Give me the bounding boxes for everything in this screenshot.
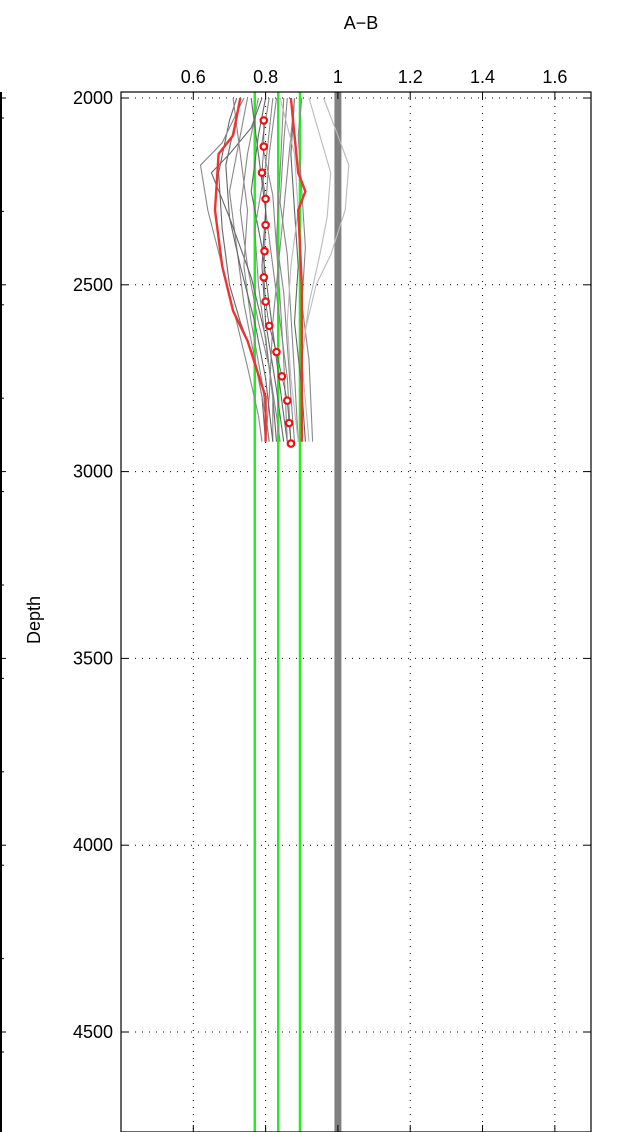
ensemble-line [279,97,299,442]
grid [121,92,591,1132]
y-tick-label: 2500 [73,275,113,295]
x-tick-label: 1.6 [542,67,567,87]
x-tick-label: 0.8 [253,67,278,87]
x-tick-label: 1 [333,67,343,87]
ensemble-line [239,97,281,442]
axis-ticks [0,92,591,1132]
data-point [257,168,267,178]
y-tick-label: 4000 [73,835,113,855]
y-axis-label: Depth [24,596,44,644]
x-tick-label: 1.2 [398,67,423,87]
ensemble-line [254,97,274,442]
bound-line [289,97,307,442]
tick-labels: 0.6 0.8 1 1.2 1.4 1.6 2000 2500 3000 3500 4000 4500 [73,67,567,1042]
ensemble-line [250,97,285,442]
plot-frame [120,91,592,1132]
data-point [272,347,281,357]
data-point [259,273,269,282]
data-point [286,439,296,448]
ensemble-line [218,97,267,442]
x-tick-label: 0.6 [181,67,206,87]
y-tick-label: 3000 [73,462,113,482]
ensemble-line [304,97,350,330]
chart-title: A−B [344,13,379,33]
data-point [259,142,269,151]
bound-lines [213,97,307,442]
data-point [284,418,294,428]
data-points [257,116,296,448]
ensemble-line [265,97,292,442]
left-panel-edge [0,92,2,1132]
y-tick-label: 4500 [73,1022,113,1042]
data-point [264,321,274,331]
data-point [260,246,269,256]
ensemble-line [225,97,274,442]
data-point [259,116,269,125]
data-point [283,396,292,405]
ensemble-line [301,97,332,442]
data-point [277,372,287,381]
ensemble-line [228,97,270,442]
data-point [261,194,270,204]
ensemble-line [279,97,299,442]
y-tick-label: 2000 [73,88,113,108]
data-point [261,297,270,306]
x-tick-label: 1.4 [470,67,495,87]
ensemble-line [297,97,314,442]
ensemble-line [275,97,296,442]
ensemble-line [199,97,263,442]
bound-line [213,97,267,442]
y-tick-label: 3500 [73,648,113,668]
data-point [261,220,270,230]
